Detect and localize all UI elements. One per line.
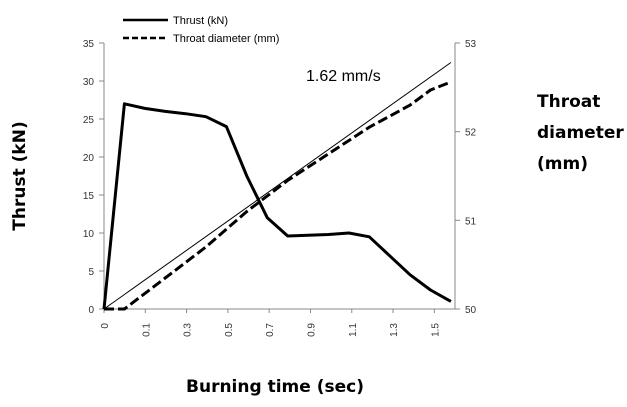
y2-tick-label: 52 [465,128,477,139]
series-throat-diameter-line [104,80,452,311]
y2-axis-title-line2: diameter [537,123,624,143]
x-tick-label: 0.1 [141,323,152,337]
y2-tick-label: 53 [465,39,477,50]
series-layer [102,62,452,311]
x-tick-label: 1.1 [348,323,359,337]
y-tick-label: 15 [83,191,95,202]
y-tick-label: 10 [83,229,95,240]
y-tick-label: 5 [88,267,94,278]
x-axis-title: Burning time (sec) [186,377,364,397]
y2-tick-label: 51 [465,216,477,227]
y2-axis-title-line3: (mm) [537,154,588,174]
axes: 0 5 10 15 20 25 30 35 50 51 52 53 0 0.1 0.3 0.5 0.7 0.9 1.… [83,39,477,337]
slope-reference-line [103,62,452,310]
legend-label-thrust: Thrust (kN) [173,15,228,27]
y-tick-label: 30 [83,77,95,88]
y2-tick-label: 50 [465,305,477,316]
x-tick-label: 0.9 [306,323,317,337]
slope-annotation: 1.62 mm/s [306,68,381,85]
y2-axis-title-line1: Throat [537,92,600,112]
x-tick-label: 0.7 [265,323,276,337]
legend-label-throat: Throat diameter (mm) [173,33,279,45]
x-tick-label: 0.5 [224,323,235,337]
x-tick-label: 1.5 [430,323,441,337]
x-tick-label: 0.3 [183,323,194,337]
y-tick-label: 25 [83,115,95,126]
x-tick-label: 0 [100,323,111,329]
y-tick-label: 20 [83,153,95,164]
legend: Thrust (kN) Throat diameter (mm) [123,15,279,45]
y-tick-label: 35 [83,39,95,50]
x-tick-label: 1.3 [389,323,400,337]
y-axis-title: Thrust (kN) [10,121,30,230]
y-tick-label: 0 [88,305,94,316]
series-thrust-line [102,102,452,310]
